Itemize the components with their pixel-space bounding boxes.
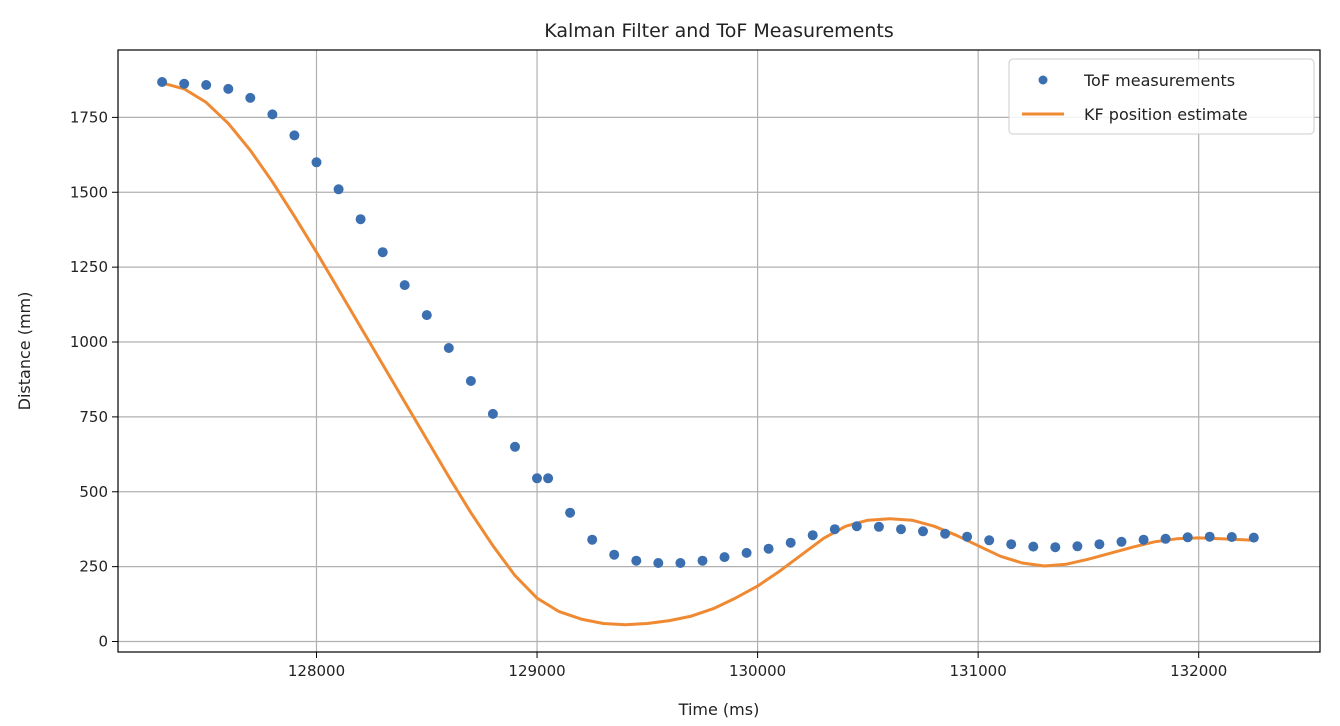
x-tick-label: 131000	[950, 662, 1007, 680]
legend-marker-tof	[1038, 75, 1048, 85]
tof-point	[873, 521, 884, 532]
tof-point	[311, 157, 322, 168]
tof-point	[1006, 539, 1017, 550]
tof-point	[1094, 539, 1105, 550]
tof-point	[1182, 532, 1193, 543]
tof-point	[510, 441, 520, 452]
tof-point	[851, 521, 862, 532]
tof-point	[201, 80, 212, 90]
tof-point	[1138, 534, 1149, 545]
y-tick-label: 750	[79, 408, 108, 426]
tof-point	[399, 280, 410, 291]
y-tick-label: 1750	[70, 108, 108, 126]
tof-point	[653, 558, 664, 568]
legend-label-tof: ToF measurements	[1083, 71, 1235, 90]
tof-point	[421, 310, 432, 321]
tof-point	[807, 530, 818, 541]
legend-label-kf: KF position estimate	[1084, 105, 1248, 124]
tof-point	[532, 473, 542, 484]
tof-point	[1050, 542, 1061, 553]
y-tick-label: 1250	[70, 258, 108, 276]
tof-point	[1204, 531, 1215, 542]
kf-series	[160, 81, 1256, 627]
plot-background	[118, 50, 1320, 652]
tof-point	[896, 524, 906, 535]
tof-point	[984, 535, 995, 546]
tof-point	[918, 526, 928, 537]
legend-box	[1008, 58, 1315, 135]
tof-point	[267, 109, 278, 120]
tof-point	[1028, 541, 1039, 552]
tof-point	[741, 547, 752, 558]
tof-point	[223, 83, 234, 94]
x-tick-label: 130000	[729, 662, 786, 680]
x-tick-label: 132000	[1170, 662, 1227, 680]
tof-point	[587, 534, 598, 545]
tof-point	[785, 537, 796, 548]
tof-point	[829, 524, 840, 535]
y-tick-label: 250	[79, 558, 108, 576]
tof-point	[157, 77, 168, 87]
x-tick-label: 129000	[508, 662, 565, 680]
y-tick-label: 1000	[70, 333, 108, 351]
tof-point	[697, 555, 708, 566]
tof-point	[355, 214, 366, 225]
tof-point	[179, 78, 190, 89]
tof-point	[1160, 533, 1171, 544]
kf-line	[160, 81, 1256, 627]
x-axis-label: Time (ms)	[678, 700, 760, 719]
tof-point	[1226, 532, 1237, 542]
tof-point	[609, 549, 620, 560]
tof-point	[763, 543, 774, 554]
tof-point	[289, 130, 300, 141]
y-tick-label: 0	[98, 633, 108, 651]
tof-point	[1072, 541, 1083, 552]
chart-title: Kalman Filter and ToF Measurements	[544, 20, 893, 42]
y-tick-label: 1500	[70, 183, 108, 201]
tof-point	[719, 552, 730, 563]
x-ticks: 128000 129000 130000 131000 132000	[288, 652, 1227, 680]
y-ticks: 0 250 500 750 1000 1250 1500 1750	[70, 108, 118, 651]
tof-point	[377, 247, 388, 258]
tof-point	[1248, 532, 1259, 543]
tof-point	[675, 558, 686, 568]
plot-frame	[117, 49, 1321, 653]
tof-point	[465, 376, 476, 386]
tof-point	[631, 555, 642, 566]
tof-point	[487, 408, 498, 419]
y-tick-label: 500	[79, 483, 108, 501]
x-tick-label: 128000	[288, 662, 345, 680]
tof-point	[443, 343, 454, 353]
y-axis-label: Distance (mm)	[15, 292, 34, 411]
tof-point	[940, 528, 951, 539]
tof-series	[157, 77, 1259, 568]
tof-point	[333, 184, 344, 195]
tof-point	[565, 507, 576, 518]
tof-point	[245, 92, 256, 103]
tof-point	[1116, 536, 1127, 547]
legend: ToF measurements KF position estimate	[1008, 58, 1315, 135]
tof-point	[962, 531, 973, 542]
tof-point	[543, 473, 554, 484]
